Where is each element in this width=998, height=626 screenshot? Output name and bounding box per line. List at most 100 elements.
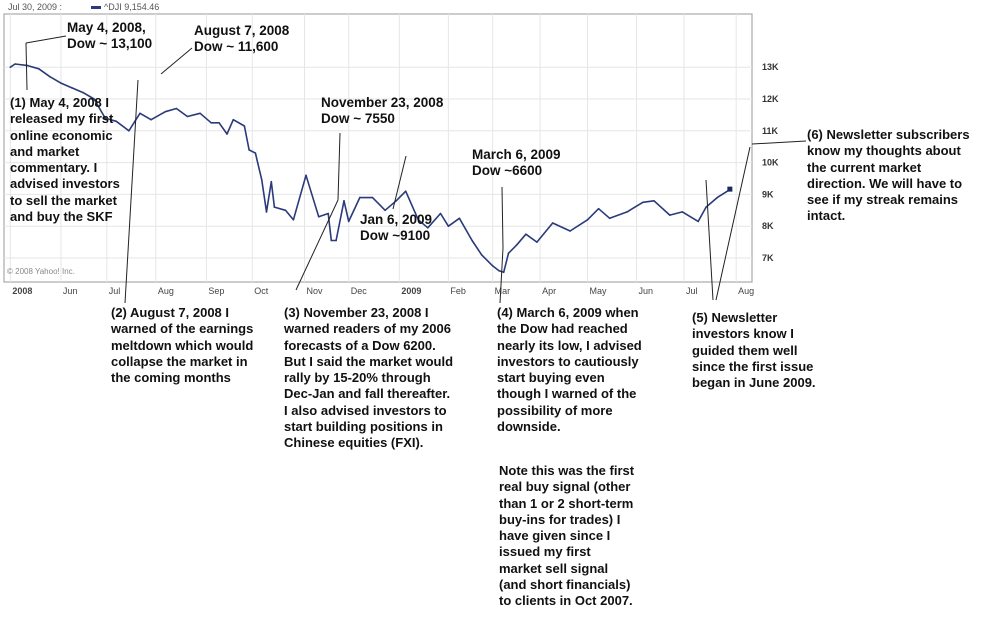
- data-point: [26, 64, 29, 67]
- data-point: [458, 217, 461, 220]
- last-value-marker: [727, 186, 733, 192]
- x-tick-label: 2009: [401, 286, 421, 296]
- data-point: [681, 211, 684, 213]
- data-point: [417, 219, 420, 221]
- data-point: [254, 152, 257, 154]
- data-point: [347, 220, 350, 223]
- data-point: [642, 201, 644, 204]
- y-tick-label: 7K: [762, 253, 774, 263]
- leader-annotation-may: [25, 35, 67, 44]
- data-point: [226, 133, 228, 135]
- data-point: [82, 91, 84, 94]
- note-1: (1) May 4, 2008 I released my first onli…: [10, 95, 120, 225]
- leader-annotation-mar: [501, 186, 504, 249]
- leader-note-1: [25, 42, 28, 91]
- header-legend: ^DJI 9,154.46: [91, 2, 159, 12]
- note-4b: Note this was the first real buy signal …: [499, 463, 635, 609]
- data-point: [716, 196, 718, 199]
- note-2: (2) August 7, 2008 I warned of the earni…: [111, 305, 254, 386]
- x-tick-label: Jun: [639, 286, 654, 296]
- x-tick-label: Feb: [450, 286, 466, 296]
- data-point: [343, 200, 345, 202]
- data-point: [330, 239, 333, 242]
- data-point: [480, 254, 483, 256]
- data-point: [305, 174, 307, 177]
- y-tick-label: 11K: [762, 126, 779, 136]
- data-point: [498, 269, 500, 272]
- data-point: [427, 227, 429, 229]
- leader-layer: [25, 35, 807, 304]
- legend-swatch: [91, 6, 101, 10]
- data-point: [317, 215, 320, 218]
- data-point: [139, 112, 141, 115]
- x-tick-label: Jul: [109, 286, 121, 296]
- x-tick-label: Sep: [208, 286, 224, 296]
- leader-annotation-aug: [160, 47, 193, 75]
- note-5: (5) Newsletter investors know I guided t…: [692, 310, 816, 391]
- leader-note-4: [499, 247, 504, 304]
- data-point: [359, 196, 361, 199]
- axis-layer: 7K 8K 9K 10K 11K 12K 13K 2008 Jun Jul Aug Sep Oct Nov…: [12, 62, 779, 296]
- x-tick-label: May: [590, 286, 608, 296]
- data-point: [115, 120, 118, 123]
- data-point: [371, 196, 374, 199]
- annotation-jan-2009: Jan 6, 2009 Dow ~9100: [360, 212, 433, 243]
- y-tick-label: 13K: [762, 62, 779, 72]
- data-point: [507, 252, 510, 254]
- leader-annotation-nov: [337, 132, 341, 201]
- data-point: [705, 206, 707, 208]
- data-point: [536, 241, 538, 243]
- legend-label: ^DJI 9,154.46: [104, 2, 160, 12]
- x-tick-label: 2008: [12, 286, 32, 296]
- data-point: [270, 180, 273, 183]
- data-point: [384, 209, 386, 212]
- y-tick-label: 10K: [762, 158, 779, 168]
- annotation-nov-2008: November 23, 2008 Dow ~ 7550: [321, 95, 444, 126]
- data-point: [292, 219, 295, 221]
- leader-note-3: [295, 199, 339, 291]
- leader-note-5: [705, 179, 714, 301]
- data-point: [404, 190, 407, 192]
- data-point: [14, 63, 16, 65]
- data-point: [71, 87, 73, 89]
- data-point: [515, 244, 518, 247]
- data-point: [586, 219, 589, 221]
- annotation-aug-2008: August 7, 2008 Dow ~ 11,600: [194, 23, 290, 54]
- data-point: [525, 233, 527, 235]
- header-date: Jul 30, 2009 :: [8, 2, 63, 12]
- copyright: © 2008 Yahoo! Inc.: [7, 267, 75, 276]
- y-tick-label: 8K: [762, 221, 774, 231]
- data-point: [265, 211, 268, 213]
- annotation-may-2008: May 4, 2008, Dow ~ 13,100: [67, 20, 153, 51]
- data-point: [597, 207, 600, 210]
- leader-note-6: [751, 140, 807, 145]
- data-point: [199, 112, 201, 115]
- data-point: [186, 115, 189, 118]
- data-point: [284, 209, 287, 212]
- data-point: [327, 212, 330, 215]
- data-point: [243, 125, 246, 127]
- data-point: [60, 82, 62, 84]
- data-point: [150, 118, 152, 121]
- leader-note-2: [124, 79, 139, 304]
- data-point: [491, 265, 494, 267]
- line-layer: [9, 63, 733, 274]
- note-4: (4) March 6, 2009 when the Dow had reach…: [497, 305, 642, 435]
- data-point: [273, 206, 276, 208]
- y-tick-label: 9K: [762, 189, 774, 199]
- x-tick-label: Oct: [254, 286, 269, 296]
- data-point: [502, 271, 505, 274]
- y-tick-label: 12K: [762, 94, 779, 104]
- data-point: [551, 222, 554, 224]
- data-point: [335, 239, 337, 242]
- leader-note-5b: [715, 146, 751, 301]
- data-point: [9, 66, 12, 68]
- data-point: [653, 200, 655, 202]
- x-tick-label: Mar: [495, 286, 511, 296]
- data-point: [569, 230, 571, 232]
- data-point: [669, 214, 671, 216]
- data-point: [93, 98, 95, 100]
- x-tick-label: Aug: [738, 286, 754, 296]
